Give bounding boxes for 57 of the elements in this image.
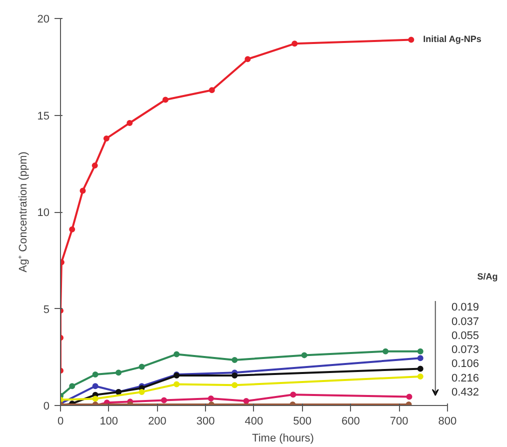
point (232, 357, 238, 364)
x-tick-label: 200 (148, 416, 166, 428)
x-axis-title: Time (hours) (252, 432, 314, 444)
point (92, 383, 98, 390)
point (92, 162, 98, 169)
point (417, 348, 424, 354)
point (162, 96, 168, 103)
point (116, 370, 122, 376)
point (69, 226, 76, 232)
point (382, 348, 389, 354)
point (174, 381, 180, 388)
point (208, 87, 215, 94)
text: 0.055 (451, 330, 479, 342)
y-tick-label: 10 (37, 207, 50, 219)
point (417, 355, 424, 362)
point (301, 352, 308, 358)
point (244, 56, 251, 62)
point (161, 397, 168, 404)
point (232, 382, 238, 388)
series-label: Initial Ag-NPs (423, 34, 482, 44)
text: 0.216 (451, 372, 479, 384)
text: 0.073 (451, 344, 479, 356)
x-tick-label: 100 (100, 416, 118, 428)
point (408, 36, 414, 43)
text: S/Ag (477, 272, 498, 282)
x-tick-label: 300 (196, 416, 215, 428)
text: 0.019 (451, 302, 479, 314)
point (417, 373, 424, 380)
point (80, 188, 86, 194)
y-tick-label: 20 (37, 14, 50, 26)
point (208, 396, 214, 402)
x-tick-label: 800 (438, 416, 457, 428)
point (69, 383, 76, 390)
point (126, 120, 133, 126)
point (138, 364, 145, 370)
point (92, 372, 98, 378)
point (290, 392, 296, 398)
y-tick-label: 15 (37, 110, 50, 122)
point (103, 135, 110, 142)
text: 0.037 (451, 316, 479, 328)
x-tick-label: 400 (244, 416, 264, 428)
point (406, 394, 412, 400)
point (138, 388, 145, 395)
y-tick-label: 0 (43, 400, 50, 412)
point (292, 40, 298, 47)
point (92, 396, 98, 402)
x-tick-label: 0 (57, 416, 64, 428)
text: 0.106 (451, 358, 479, 370)
point (174, 351, 180, 358)
y-tick-label: 5 (43, 304, 50, 316)
x-tick-label: 700 (390, 416, 408, 428)
y-axis-title: Ag⁺ Concentration (ppm) (17, 152, 30, 272)
point (232, 372, 238, 379)
x-tick-label: 600 (342, 416, 360, 428)
point (417, 366, 424, 372)
text: 0.432 (451, 386, 479, 398)
x-tick-label: 500 (293, 416, 312, 428)
